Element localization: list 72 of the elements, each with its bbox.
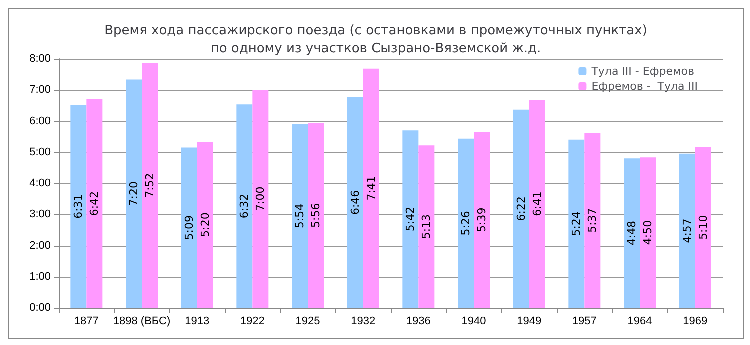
bar	[584, 133, 601, 308]
x-tick-label: 1957	[572, 316, 597, 328]
bar	[418, 146, 435, 308]
legend-label: Тула III - Ефремов	[590, 65, 695, 78]
x-tick-label: 1936	[406, 316, 431, 328]
data-label: 7:20	[128, 182, 140, 206]
chart-title: Время хода пассажирского поезда (с остановками в промежуточных пунктах) по одному из участков Сызрано-Вяземской ж.д.	[104, 24, 648, 56]
x-tick-label: 1932	[351, 316, 376, 328]
data-label: 6:32	[238, 194, 252, 219]
data-label: 5:26	[460, 211, 472, 236]
y-tick-label: 0:00	[30, 302, 51, 314]
x-tick-label: 1877	[74, 316, 99, 328]
bar	[640, 158, 656, 308]
bar	[568, 140, 585, 308]
bar	[402, 130, 419, 308]
x-tick-label: 1925	[296, 316, 320, 328]
data-label: 7:41	[364, 176, 378, 201]
bar	[142, 63, 158, 308]
bar	[458, 138, 474, 308]
bar	[474, 132, 490, 308]
data-label: 5:39	[476, 208, 488, 232]
x-tick-label: 1913	[185, 316, 210, 328]
bar	[292, 124, 308, 308]
bar	[70, 105, 87, 308]
data-label: 5:54	[294, 204, 306, 229]
data-label: 5:24	[570, 212, 584, 236]
x-tick-label: 1949	[517, 316, 542, 328]
bar	[308, 123, 324, 308]
y-tick-label: 2:00	[30, 240, 51, 252]
data-label: 5:56	[310, 203, 322, 228]
y-tick-label: 1:00	[30, 270, 51, 283]
y-tick-label: 4:00	[30, 178, 51, 190]
bar	[679, 154, 696, 308]
data-label: 5:37	[586, 208, 600, 233]
data-label: 6:31	[72, 194, 86, 219]
data-label: 6:42	[88, 191, 102, 216]
data-label: 4:48	[626, 220, 638, 246]
data-label: 4:57	[680, 218, 694, 244]
bar	[624, 158, 640, 308]
x-tick-label: 1964	[628, 316, 652, 328]
data-label: 7:00	[254, 186, 268, 212]
bar	[236, 104, 253, 308]
y-tick-label: 7:00	[30, 84, 51, 96]
bar	[513, 110, 530, 308]
bar	[86, 99, 103, 308]
data-label: 5:10	[696, 215, 710, 240]
bar	[197, 142, 214, 308]
y-tick-label: 6:00	[30, 115, 51, 128]
y-tick-label: 8:00	[30, 53, 51, 65]
data-label: 6:22	[514, 196, 528, 222]
data-label: 6:46	[348, 190, 362, 216]
bar	[695, 147, 712, 308]
bar	[181, 148, 198, 308]
data-label: 5:13	[420, 214, 434, 240]
bar	[126, 80, 142, 308]
data-label: 4:50	[642, 220, 654, 246]
data-label: 5:09	[182, 216, 196, 240]
y-tick-label: 5:00	[30, 146, 51, 158]
bar	[347, 97, 364, 308]
data-label: 6:41	[530, 192, 544, 216]
x-tick-label: 1922	[240, 316, 265, 328]
data-label: 7:52	[144, 173, 156, 198]
bar	[529, 100, 546, 308]
x-tick-label: 1940	[462, 316, 486, 328]
bar	[363, 68, 380, 308]
y-tick-label: 3:00	[30, 208, 51, 221]
x-tick-label: 1969	[683, 316, 708, 328]
data-label: 5:42	[404, 206, 418, 232]
bar	[252, 90, 269, 308]
legend-label: Ефремов - Тула III	[592, 80, 698, 93]
x-tick-label: 1898 (ВБС)	[113, 316, 171, 328]
data-label: 5:20	[198, 212, 212, 238]
